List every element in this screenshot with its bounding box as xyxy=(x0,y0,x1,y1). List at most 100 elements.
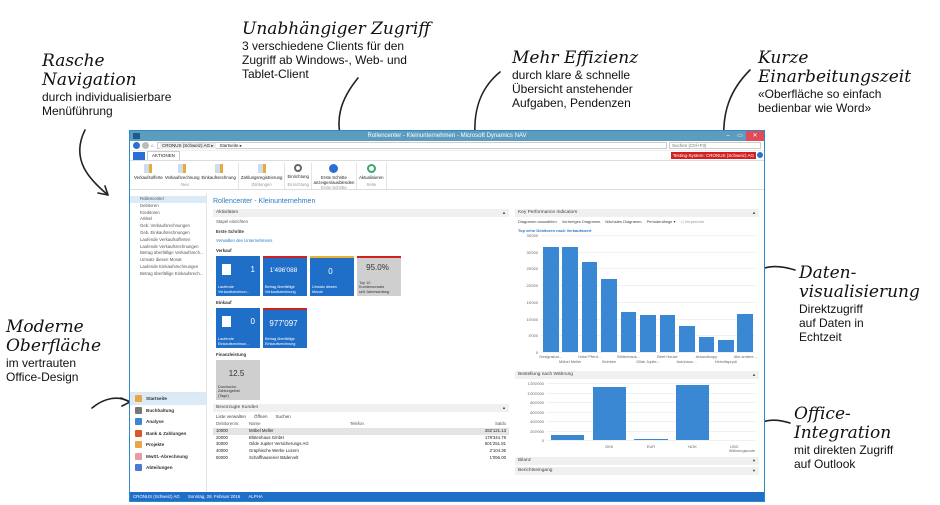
help-icon[interactable] xyxy=(757,152,763,158)
zahlungsregistrierung-button[interactable]: Zahlungsregistrierung xyxy=(241,163,282,182)
dept-mwst[interactable]: MwSt.-Abrechnung xyxy=(130,451,206,463)
kpi-header[interactable]: Key Performance Indicators ▲ xyxy=(515,209,759,217)
tile-zahlungsfrist[interactable]: 12.5 Durchschn. Zahlungsfrist (Tage) xyxy=(216,360,260,400)
purchase-tiles: 0 Laufende Einkaufsrechnun... 977'097 Betra… xyxy=(213,307,509,349)
departments-icon xyxy=(135,464,142,472)
nav-item[interactable]: Betrag überfällige Verkaufsrech... xyxy=(140,250,204,256)
dept-analyse[interactable]: Analyse xyxy=(130,416,206,428)
periodenlaenge-dropdown[interactable]: Periodenlänge ▾ xyxy=(646,219,676,224)
bilanz-header[interactable]: Bilanz ▼ xyxy=(515,457,759,465)
top-customers-chart[interactable]: 0 5'000 10'000 15'000 20'000 25'000 30'000 35'0… xyxy=(526,233,757,364)
orders-by-currency-chart[interactable]: 0 200'000 400'000 600'000 800'000 1'000'000 1'… xyxy=(527,381,755,449)
tile-top10-kundenumsatz[interactable]: 95.0% Top 10 Kundenumsatz seit Jahresanfang xyxy=(357,256,401,296)
chart-bar[interactable] xyxy=(634,438,668,440)
vorperiode-button[interactable]: ◁ Vorperiode xyxy=(680,219,705,224)
chart-bar[interactable] xyxy=(718,339,734,352)
activities-header[interactable]: Aktivitäten ▲ xyxy=(213,209,509,217)
nav-item[interactable]: Umsatz diesen Monat xyxy=(140,257,182,263)
diagramm-auswaehlen-button[interactable]: Diagramm auswählen xyxy=(518,219,557,224)
chart-bar[interactable] xyxy=(581,262,598,352)
annotation-visualization: Daten- visualisierung Direktzugriff auf … xyxy=(799,263,920,345)
chart-bar[interactable] xyxy=(592,387,627,440)
nav-item[interactable]: Laufende Verkaufsofferten xyxy=(140,236,191,242)
nav-item[interactable]: Geb. Einkaufsrechnungen xyxy=(140,229,190,235)
customers-header[interactable]: Bevorzugte Kunden ▲ xyxy=(213,404,509,412)
nav-item[interactable]: Betrag überfällige Einkaufsrech... xyxy=(140,270,204,276)
verkaufsofferte-button[interactable]: Verkaufsofferte xyxy=(134,163,163,182)
chart-bar[interactable] xyxy=(542,246,559,352)
chart-bar[interactable] xyxy=(659,315,676,352)
chart-bar[interactable] xyxy=(675,384,710,440)
orders-header[interactable]: Bestellung nach Währung ▲ xyxy=(515,371,759,379)
einrichtung-button[interactable]: Einrichtung xyxy=(287,163,309,182)
expand-icon[interactable]: ▼ xyxy=(752,458,756,463)
ribbon: Verkaufsofferte Verkaufsrechnung Einkauf… xyxy=(130,160,764,190)
dept-bank[interactable]: Bank & Zahlungen xyxy=(130,428,206,440)
refresh-icon xyxy=(366,164,376,173)
dept-abteilungen[interactable]: Abteilungen xyxy=(130,462,206,474)
vorheriges-diagramm-button[interactable]: Vorheriges Diagramm xyxy=(561,219,601,224)
table-header: Debitorennr. Name Telefon Saldo xyxy=(216,421,506,426)
nav-item[interactable]: Laufende Verkaufsrechnungen xyxy=(140,243,199,249)
annotation-access: Unabhängiger Zugriff 3 verschiedene Clie… xyxy=(242,19,431,82)
tile-umsatz-diesen-monat[interactable]: 0 Umsatz diesen Monat xyxy=(310,256,354,296)
maximize-button[interactable]: ▭ xyxy=(737,133,743,139)
tile-laufende-verkaufsrechnungen[interactable]: 1 Laufende Verkaufsrechnun... xyxy=(216,256,260,296)
nav-item[interactable]: Laufende Einkaufsrechnungen xyxy=(140,263,199,269)
tile-betrag-ueberfaellige-verkauf[interactable]: 1'496'088 Betrag überfällige Verkaufsrechn… xyxy=(263,256,307,296)
collapse-icon[interactable]: ▲ xyxy=(502,405,506,410)
ribbon-group-seite: Aktualisieren Seite xyxy=(357,163,387,189)
table-row[interactable]: 20000 Blütenhaus GmbH 178'344.79 xyxy=(216,434,506,440)
nav-item-rollencenter[interactable]: Rollencenter xyxy=(130,196,206,203)
app-menu-button[interactable] xyxy=(133,151,145,160)
aktualisieren-button[interactable]: Aktualisieren xyxy=(359,163,384,182)
ribbon-group-zahlungen: Zahlungsregistrierung Zahlungen xyxy=(239,163,286,189)
nav-item[interactable]: Artikel xyxy=(140,216,152,222)
liste-verwalten-button[interactable]: Liste verwalten xyxy=(216,414,247,419)
erste-schritte-button[interactable]: Erste Schritte anzeigen/ausblenden xyxy=(314,163,354,185)
section-verkauf: Verkauf xyxy=(216,248,232,253)
verkaufsrechnung-button[interactable]: Verkaufsrechnung xyxy=(165,163,199,182)
naechstes-diagramm-button[interactable]: Nächstes Diagramm xyxy=(605,219,642,224)
manage-company-link[interactable]: Verwalten des Unternehmens xyxy=(216,238,273,243)
chart-bar[interactable] xyxy=(737,313,754,352)
search-input[interactable] xyxy=(669,142,761,149)
nav-item[interactable]: Debitoren xyxy=(140,202,159,208)
collapse-icon[interactable]: ▲ xyxy=(752,210,756,215)
chart-bar[interactable] xyxy=(562,247,578,352)
collapse-icon[interactable]: ▲ xyxy=(752,372,756,377)
dept-buchhaltung[interactable]: Buchhaltung xyxy=(130,405,206,417)
chart-bar[interactable] xyxy=(698,336,715,352)
setup-cues-action[interactable]: Stapel einrichten xyxy=(216,219,249,224)
back-button[interactable] xyxy=(133,142,140,149)
berichtseingang-header[interactable]: Berichtseingang ▼ xyxy=(515,467,759,475)
table-row[interactable]: 10000 Möbel Meller 282'121.13 xyxy=(213,427,509,435)
chart-bar[interactable] xyxy=(679,325,695,352)
tile-laufende-einkaufsrechnungen[interactable]: 0 Laufende Einkaufsrechnun... xyxy=(216,308,260,348)
dept-projekte[interactable]: Projekte xyxy=(130,439,206,451)
nav-item[interactable]: Kreditoren xyxy=(140,209,160,215)
tile-betrag-ueberfaellige-einkauf[interactable]: 977'097 Betrag überfällige Einkaufsrechnun… xyxy=(263,308,307,348)
table-row[interactable]: 40000 Graphische Werke Luzern 2'104.35 xyxy=(216,448,506,454)
suchen-button[interactable]: Suchen xyxy=(275,414,291,419)
minimize-button[interactable]: – xyxy=(726,133,730,139)
nav-item[interactable]: Geb. Verkaufsrechnungen xyxy=(140,223,190,229)
chart-bar[interactable] xyxy=(551,434,585,440)
close-button[interactable]: ✕ xyxy=(746,131,764,141)
table-row[interactable]: 30000 Gilde Jupiter Versicherungs AG 501'2… xyxy=(216,441,506,447)
chart-bar[interactable] xyxy=(620,312,637,352)
ribbon-group-erste-schritte: Erste Schritte anzeigen/ausblenden Erste… xyxy=(312,163,357,190)
einkaufsrechnung-button[interactable]: Einkaufsrechnung xyxy=(201,163,236,182)
tab-aktionen[interactable]: AKTIONEN xyxy=(147,151,181,160)
table-row[interactable]: 50000 Schaffhausener Bädervelt 1'056.00 xyxy=(216,454,506,460)
clipboard-icon xyxy=(135,441,142,449)
oeffnen-button[interactable]: Öffnen xyxy=(254,414,268,419)
expand-icon[interactable]: ▼ xyxy=(752,468,756,473)
home-icon[interactable]: ⌂ xyxy=(151,143,154,148)
collapse-icon[interactable]: ▲ xyxy=(502,210,506,215)
chart-bar[interactable] xyxy=(640,314,656,352)
breadcrumb[interactable]: CRONUS (Schweiz) AG ▸ Startseite ▸ xyxy=(157,142,667,149)
chart-bar[interactable] xyxy=(601,279,617,352)
forward-button[interactable] xyxy=(142,142,149,149)
dept-startseite[interactable]: Startseite xyxy=(130,393,206,405)
